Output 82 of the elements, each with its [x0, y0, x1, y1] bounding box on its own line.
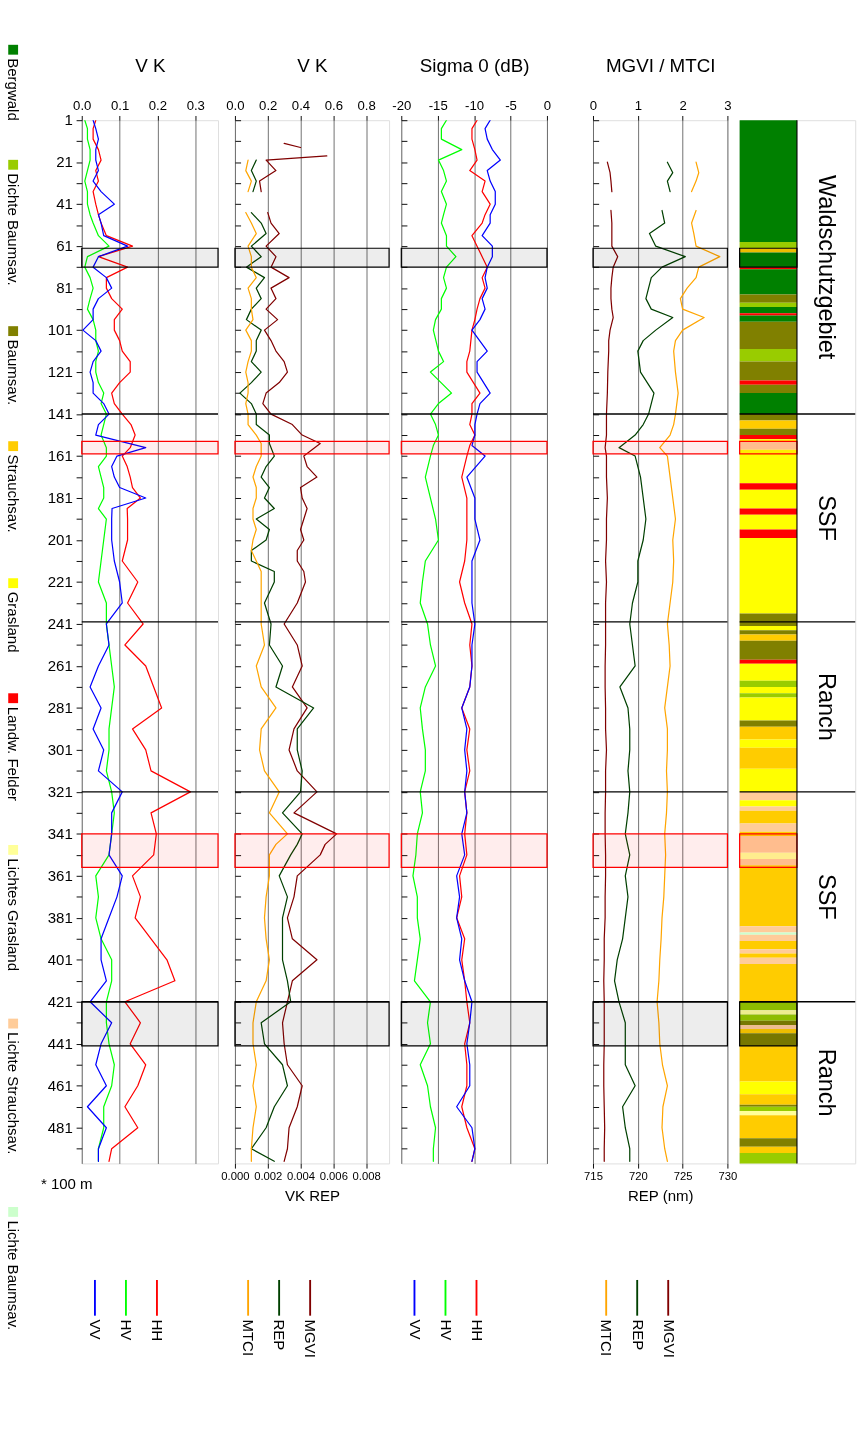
- y-tick-label: 81: [56, 279, 73, 297]
- y-tick-label: 481: [47, 1118, 73, 1136]
- y-tick-label: 261: [47, 657, 73, 675]
- y-tick-label: 121: [47, 363, 73, 381]
- legend-label: HV: [437, 1319, 455, 1341]
- text: Ranch: [813, 672, 840, 741]
- y-tick-label: 301: [47, 741, 73, 759]
- legend-label: REP: [271, 1319, 289, 1351]
- x-tick-label: 725: [673, 1169, 693, 1182]
- legend-label: HH: [149, 1319, 167, 1342]
- legend-label: VV: [87, 1319, 105, 1340]
- y-tick-label: 381: [47, 909, 73, 927]
- x-tick-label: 0.004: [286, 1169, 316, 1182]
- y-tick-label: 1: [64, 111, 73, 129]
- x-tick-label: 0.002: [254, 1169, 283, 1182]
- y-tick-label: 161: [47, 447, 73, 465]
- x-axis-title: V K: [135, 54, 166, 76]
- x-tick-label: 0.008: [352, 1169, 381, 1182]
- legend-label: VV: [406, 1319, 424, 1340]
- legend-label: Lichte Strauchsav.: [5, 1032, 23, 1155]
- y-tick-label: 221: [47, 573, 73, 591]
- x2-tick-label: 1: [634, 98, 642, 114]
- text: SSF: [813, 874, 840, 920]
- legend-label: Lichtes Grasland: [5, 858, 23, 972]
- y-tick-label: 461: [47, 1076, 73, 1094]
- legend-label: MTCI: [598, 1319, 616, 1357]
- x2-axis-title: MGVI / MTCI: [605, 54, 716, 76]
- y-tick-label: 401: [47, 950, 73, 968]
- y-tick-label: 421: [47, 992, 73, 1010]
- x-axis-title: VK REP: [284, 1187, 341, 1205]
- y-tick-label: 61: [56, 237, 73, 255]
- x-tick-label: -15: [428, 98, 448, 114]
- legend-label: REP: [629, 1319, 647, 1351]
- y-tick-label: 41: [56, 195, 73, 213]
- legend-label: MTCI: [240, 1319, 258, 1357]
- y-tick-label: 441: [47, 1034, 73, 1052]
- x2-tick-label: 3: [724, 98, 732, 114]
- legend-label: Landw. Felder: [5, 706, 23, 801]
- legend-label: Dichte Baumsav.: [5, 173, 23, 286]
- x-tick-label: 0.1: [110, 98, 130, 114]
- y-tick-label: 241: [47, 615, 73, 633]
- legend-label: MGVI: [302, 1319, 320, 1358]
- y-tick-label: 21: [56, 153, 73, 171]
- x-tick-label: 720: [628, 1169, 648, 1182]
- legend-label: Strauchsav.: [5, 454, 23, 533]
- y-tick-label: 281: [47, 699, 73, 717]
- x2-tick-label: 0.4: [291, 98, 311, 114]
- x2-axis-title: V K: [297, 54, 329, 76]
- text: SSF: [813, 495, 840, 541]
- legend-label: Baumsav.: [5, 339, 23, 406]
- legend-label: Grasland: [5, 591, 23, 653]
- y-tick-label: 141: [47, 405, 73, 423]
- x2-tick-label: 2: [679, 98, 687, 114]
- y-tick-label: 361: [47, 867, 73, 885]
- x-tick-label: 0.0: [73, 98, 92, 114]
- y-tick-label: 201: [47, 531, 73, 549]
- legend-label: HV: [118, 1319, 136, 1341]
- legend-label: Lichte Baumsav.: [5, 1220, 23, 1331]
- y-axis-title: * 100 m: [40, 1175, 93, 1193]
- x-tick-label: 730: [718, 1169, 738, 1182]
- x-axis-title: Sigma 0 (dB): [419, 54, 530, 76]
- y-tick-label: 341: [47, 825, 73, 843]
- y-tick-label: 181: [47, 489, 73, 507]
- x-tick-label: 0.000: [221, 1169, 250, 1182]
- y-tick-label: 101: [47, 321, 73, 339]
- x-tick-label: -5: [505, 98, 517, 114]
- x-tick-label: -10: [465, 98, 485, 114]
- x-tick-label: -20: [392, 98, 412, 114]
- text: Waldschutzgebiet: [813, 174, 840, 360]
- x-tick-label: 0: [543, 98, 552, 114]
- x2-tick-label: 0.6: [324, 98, 343, 114]
- legend-label: Bergwald: [5, 58, 23, 121]
- legend-label: MGVI: [660, 1319, 678, 1358]
- x-tick-label: 715: [584, 1169, 603, 1182]
- y-tick-label: 321: [47, 783, 73, 801]
- legend-label: HH: [468, 1319, 486, 1342]
- x-tick-label: 0.3: [186, 98, 205, 114]
- x2-tick-label: 0.8: [357, 98, 376, 114]
- x-tick-label: 0.006: [319, 1169, 348, 1182]
- text: Ranch: [813, 1048, 840, 1117]
- x-tick-label: 0.2: [148, 98, 168, 114]
- x-axis-title: REP (nm): [627, 1187, 694, 1205]
